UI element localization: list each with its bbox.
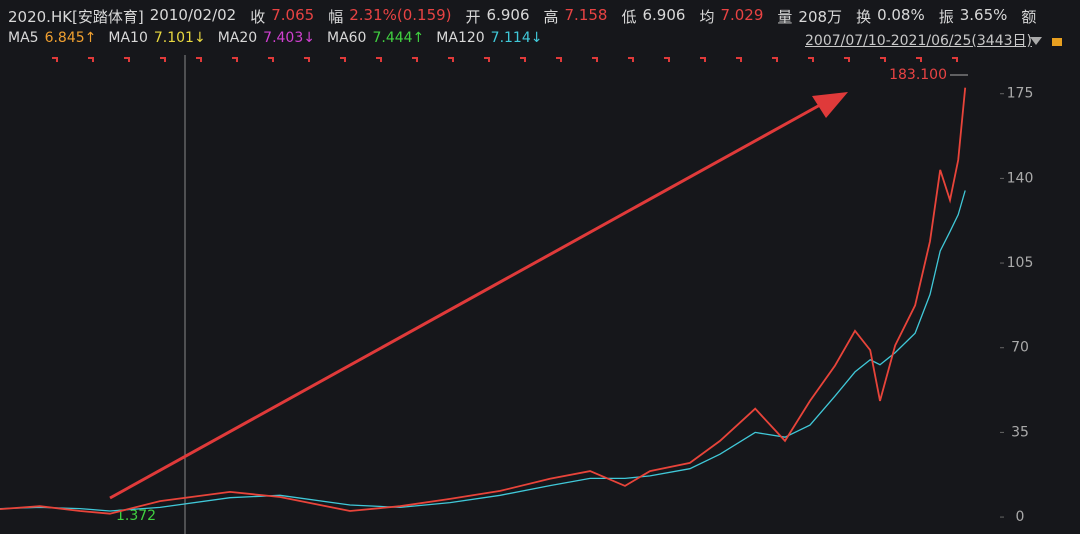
header-item: 7.158 xyxy=(564,6,608,24)
event-marker xyxy=(880,57,886,62)
event-marker xyxy=(484,57,490,62)
event-marker xyxy=(376,57,382,62)
event-marker xyxy=(556,57,562,62)
legend-name: MA20 xyxy=(217,30,258,46)
max-label: 183.100 xyxy=(889,67,947,83)
event-marker xyxy=(844,57,850,62)
header-item: 2.31%(0.159) xyxy=(349,6,452,24)
legend-value: 7.114↓ xyxy=(490,30,543,46)
event-marker xyxy=(160,57,166,62)
min-label: 1.372 xyxy=(116,508,156,524)
event-marker xyxy=(448,57,454,62)
legend-value: 7.403↓ xyxy=(263,30,315,46)
quote-header: 2020.HK[安踏体育] 2010/02/02 收 7.065 幅 2.31%(0.15… xyxy=(8,6,1036,27)
event-marker xyxy=(52,57,58,62)
legend-name: MA120 xyxy=(436,30,485,46)
header-item: 额 xyxy=(1021,8,1037,26)
event-marker xyxy=(124,57,130,62)
legend-name: MA10 xyxy=(108,30,148,46)
header-item: 振 xyxy=(938,8,954,26)
header-item: 收 xyxy=(250,8,266,26)
date-range[interactable]: 2007/07/10-2021/06/25(3443日) xyxy=(805,33,1032,49)
legend-name: MA60 xyxy=(326,30,367,46)
header-item: 换 xyxy=(856,8,872,26)
legend-name: MA5 xyxy=(8,30,39,46)
event-marker xyxy=(664,57,670,62)
header-item: 均 xyxy=(699,8,715,26)
event-marker xyxy=(412,57,418,62)
event-marker xyxy=(700,57,706,62)
header-item: 低 xyxy=(621,8,637,26)
event-marker xyxy=(196,57,202,62)
header-item: 7.029 xyxy=(720,6,764,24)
y-tick-label: 0 xyxy=(1016,509,1025,525)
header-item: 幅 xyxy=(328,8,344,26)
header-item: 2010/02/02 xyxy=(149,6,237,24)
y-tick-label: 175 xyxy=(1007,86,1034,102)
event-marker xyxy=(88,57,94,62)
event-marker xyxy=(916,57,922,62)
event-marker xyxy=(232,57,238,62)
header-item: 7.065 xyxy=(271,6,315,24)
event-marker xyxy=(520,57,526,62)
header-item: 2020.HK[安踏体育] xyxy=(8,8,144,26)
trend-arrowhead xyxy=(812,92,848,118)
header-item: 高 xyxy=(543,8,559,26)
header-item: 6.906 xyxy=(642,6,686,24)
event-marker xyxy=(304,57,310,62)
lock-icon[interactable] xyxy=(1052,38,1062,46)
trend-arrow xyxy=(109,103,821,500)
legend-value: 7.101↓ xyxy=(153,30,206,46)
event-marker xyxy=(628,57,634,62)
legend-value: 6.845↑ xyxy=(44,30,97,46)
event-marker xyxy=(340,57,346,62)
y-tick-label: 105 xyxy=(1007,255,1034,271)
y-tick-label: 70 xyxy=(1011,340,1029,356)
y-tick-label: 140 xyxy=(1007,170,1034,186)
header-item: 6.906 xyxy=(486,6,530,24)
price-line xyxy=(0,190,966,512)
event-marker xyxy=(736,57,742,62)
ma-legend: MA5 6.845↑ MA10 7.101↓ MA20 7.403↓ MA60 7.444↑ M… xyxy=(8,30,548,46)
legend-value: 7.444↑ xyxy=(372,30,425,46)
event-marker xyxy=(808,57,814,62)
header-item: 0.08% xyxy=(877,6,925,24)
event-marker xyxy=(952,57,958,62)
event-marker xyxy=(268,57,274,62)
price-line xyxy=(0,87,967,515)
header-item: 3.65% xyxy=(959,6,1008,24)
event-marker xyxy=(592,57,598,62)
event-marker xyxy=(772,57,778,62)
header-item: 208万 xyxy=(798,8,843,26)
header-item: 量 xyxy=(777,8,793,26)
y-tick-label: 35 xyxy=(1011,424,1029,440)
dropdown-icon[interactable] xyxy=(1030,37,1042,45)
header-item: 开 xyxy=(465,8,481,26)
